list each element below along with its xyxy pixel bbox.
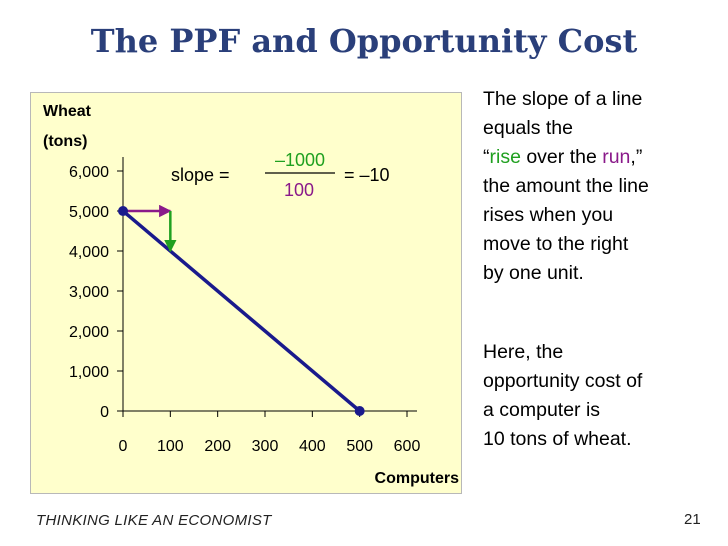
slope-explanation: The slope of a line equals the “rise ove… [483, 85, 718, 288]
footer-label: THINKING LIKE AN ECONOMIST [36, 512, 272, 529]
explanation-line: by one unit. [483, 262, 584, 284]
chart-marks [118, 204, 365, 416]
run-word: run [602, 146, 631, 168]
ppf-endpoint [118, 206, 128, 216]
explanation-line: The slope of a line [483, 88, 643, 110]
y-tick-label: 6,000 [69, 164, 109, 181]
x-tick-label: 200 [204, 438, 231, 455]
y-tick-label: 2,000 [69, 324, 109, 341]
rise-word: rise [489, 146, 521, 168]
y-tick-label: 3,000 [69, 284, 109, 301]
y-axis-title-line2: (tons) [43, 133, 87, 150]
x-axis-title: Computers [375, 470, 460, 487]
explanation-line: 10 tons of wheat. [483, 428, 632, 450]
x-tick-label: 300 [252, 438, 279, 455]
explanation-line: move to the right [483, 233, 629, 255]
explanation-line: a computer is [483, 399, 601, 421]
over-the: over the [520, 146, 603, 168]
ppf-chart: 0 1,000 2,000 3,000 4,000 5,000 6,000 0 100 200 30… [43, 103, 460, 487]
slope-denominator: 100 [284, 180, 314, 200]
chart-ticks: 0 1,000 2,000 3,000 4,000 5,000 6,000 0 100 200 30… [69, 164, 420, 455]
x-tick-label: 400 [299, 438, 326, 455]
page-number: 21 [684, 511, 701, 528]
ppf-line [121, 209, 361, 413]
explanation-line: opportunity cost of [483, 370, 643, 392]
slope-formula-prefix: slope = [171, 165, 230, 185]
explanation-line: rises when you [483, 204, 614, 226]
ppf-chart-panel: 0 1,000 2,000 3,000 4,000 5,000 6,000 0 100 200 30… [30, 92, 462, 494]
y-tick-label: 5,000 [69, 204, 109, 221]
y-tick-label: 0 [100, 404, 109, 421]
open-quote: “ [483, 146, 490, 168]
x-tick-label: 100 [157, 438, 184, 455]
explanation-line-rise-run: “rise over the run,” [483, 143, 718, 172]
y-axis-title-line1: Wheat [43, 103, 92, 120]
explanation-line: Here, the [483, 341, 564, 363]
explanation-line: equals the [483, 117, 573, 139]
explanation-line: the amount the line [483, 175, 649, 197]
slope-numerator: –1000 [275, 150, 325, 170]
slope-formula-result: = –10 [344, 165, 390, 185]
x-tick-label: 600 [394, 438, 421, 455]
close-quote: ,” [630, 146, 643, 168]
x-tick-label: 500 [346, 438, 373, 455]
ppf-endpoint [354, 406, 365, 416]
slide-title: The PPF and Opportunity Cost [90, 22, 638, 60]
y-tick-label: 4,000 [69, 244, 109, 261]
chart-axes [122, 157, 417, 412]
x-tick-label: 0 [119, 438, 128, 455]
y-tick-label: 1,000 [69, 364, 109, 381]
opportunity-cost-explanation: Here, the opportunity cost of a computer… [483, 338, 718, 454]
